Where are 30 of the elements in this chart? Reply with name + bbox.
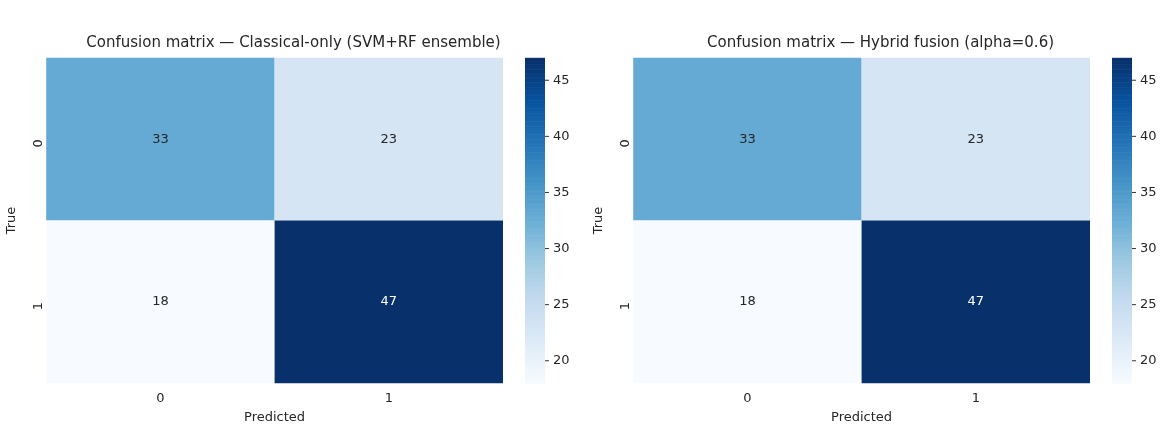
x-tick-label: 1	[971, 390, 980, 406]
chart-title: Confusion matrix — Classical-only (SVM+RF ensemble)	[86, 32, 501, 51]
data-label: 18	[152, 293, 169, 309]
color-bar-label: 25	[553, 296, 570, 312]
x-tick-label: 1	[384, 390, 393, 406]
data-label: 18	[739, 293, 756, 309]
color-bar-label: 20	[553, 352, 570, 368]
color-bar-label: 30	[553, 239, 570, 255]
y-axis-title: True	[3, 206, 19, 236]
color-bar-label: 25	[1140, 296, 1157, 312]
color-bar-label: 30	[1140, 239, 1157, 255]
color-bar-label: 40	[1140, 127, 1157, 143]
color-bar-label: 20	[1140, 352, 1157, 368]
data-label: 23	[380, 130, 398, 146]
color-bar-label: 35	[553, 183, 570, 199]
x-tick-label: 0	[743, 390, 752, 406]
color-bar-label: 35	[1140, 183, 1157, 199]
data-label: 33	[152, 130, 169, 146]
data-label: 47	[967, 293, 985, 309]
x-axis-title: Predicted	[831, 408, 893, 424]
color-bar-label: 45	[1140, 71, 1157, 87]
data-label: 23	[967, 130, 985, 146]
color-bar-label: 45	[553, 71, 570, 87]
x-tick-label: 0	[156, 390, 165, 406]
data-label: 47	[380, 293, 398, 309]
color-bar-label: 40	[553, 127, 570, 143]
chart-title: Confusion matrix — Hybrid fusion (alpha=0.6)	[706, 32, 1055, 51]
data-label: 33	[739, 130, 756, 146]
y-axis-title: True	[590, 206, 606, 236]
x-axis-title: Predicted	[244, 408, 306, 424]
